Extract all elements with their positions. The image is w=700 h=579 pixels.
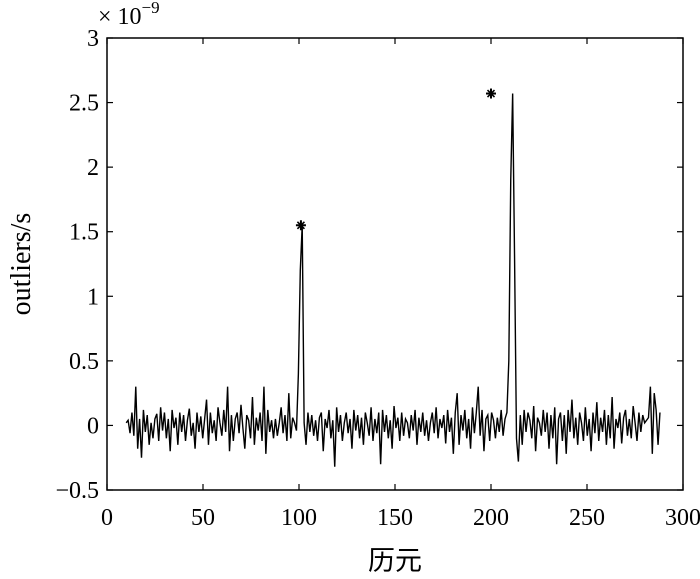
y-tick-label: 1.5 xyxy=(69,220,99,246)
x-axis-ticks: 0 50 100 150 200 250 300 xyxy=(101,38,700,531)
x-tick-label: 50 xyxy=(191,505,215,531)
x-tick-label: 100 xyxy=(281,505,317,531)
y-tick-label: 0.5 xyxy=(69,349,99,375)
peak-marker xyxy=(486,88,496,99)
x-tick-label: 150 xyxy=(377,505,413,531)
y-tick-label: 2 xyxy=(87,155,99,181)
y-tick-label: 1 xyxy=(87,284,99,310)
x-tick-label: 250 xyxy=(569,505,605,531)
x-tick-label: 0 xyxy=(101,505,113,531)
y-tick-label: 2.5 xyxy=(69,91,99,117)
y-exponent-power: −9 xyxy=(142,0,160,17)
x-tick-label: 300 xyxy=(665,505,700,531)
y-exponent-base: × 10 xyxy=(98,4,142,30)
y-tick-label: −0.5 xyxy=(55,478,99,504)
marker-layer xyxy=(295,88,496,231)
y-tick-label: 3 xyxy=(87,26,99,52)
x-tick-label: 200 xyxy=(473,505,509,531)
series-line xyxy=(125,93,661,467)
y-exponent-label: × 10−9 xyxy=(98,0,160,30)
series-layer xyxy=(125,93,661,467)
y-axis-ticks: −0.5 0 0.5 1 1.5 2 2.5 3 xyxy=(55,26,683,504)
y-axis-label: outliers/s xyxy=(6,213,37,316)
peak-marker xyxy=(295,220,306,231)
y-tick-label: 0 xyxy=(87,413,99,439)
x-axis-label: 历元 xyxy=(368,546,422,577)
